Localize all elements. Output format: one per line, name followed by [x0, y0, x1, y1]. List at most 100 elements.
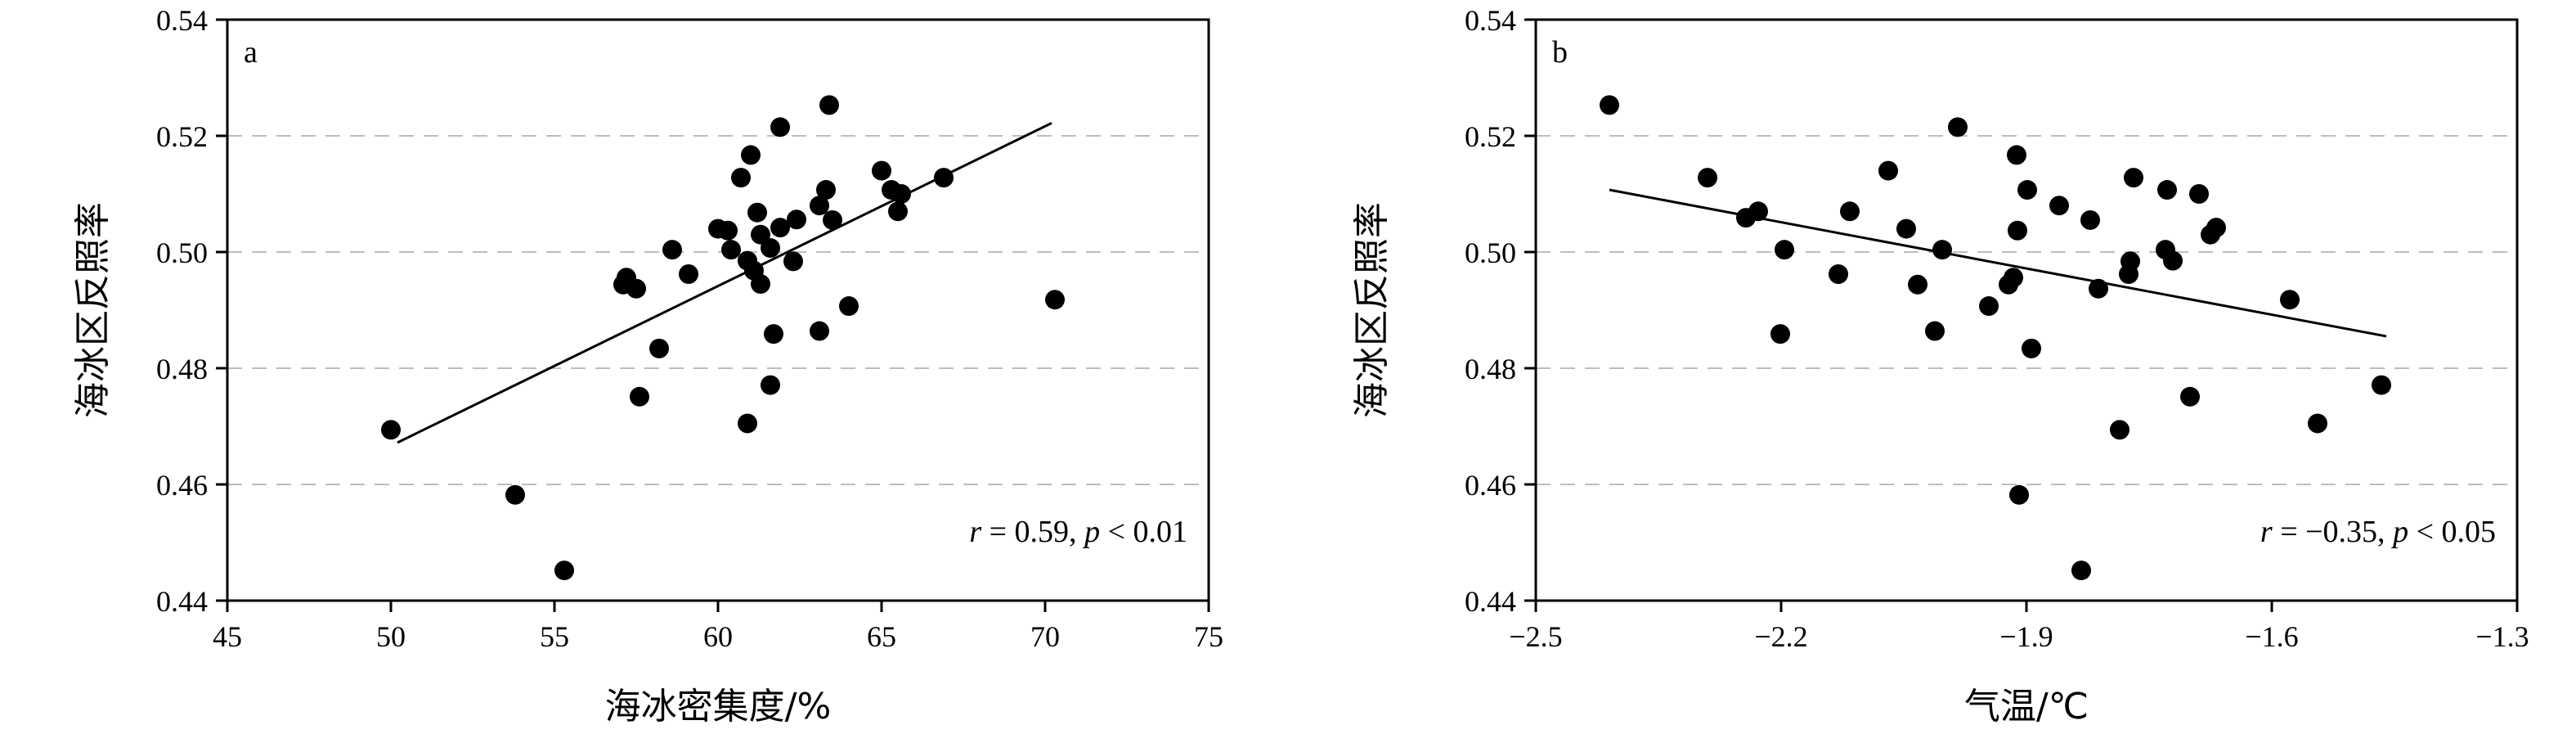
y-axis-label: 海冰区反照率: [72, 202, 114, 418]
data-point: [934, 168, 954, 188]
data-points: [1600, 95, 2391, 581]
data-point: [1829, 263, 1848, 284]
y-tick-label: 0.44: [156, 585, 208, 618]
x-ticks: [1534, 601, 2519, 612]
data-point: [2120, 251, 2140, 272]
data-point: [662, 240, 682, 260]
data-point: [1925, 321, 1945, 341]
data-point: [2163, 250, 2183, 271]
data-point: [2308, 413, 2327, 434]
data-point: [2022, 338, 2041, 358]
data-point: [1840, 201, 1860, 222]
x-tick-label: 45: [213, 620, 242, 653]
data-point: [747, 202, 767, 223]
x-axis-label: 气温/℃: [1964, 686, 2089, 727]
data-points: [381, 95, 1065, 581]
data-point: [2017, 180, 2037, 200]
y-tick-label: 0.48: [1465, 353, 1516, 385]
x-tick-label: 55: [540, 620, 569, 653]
data-point: [761, 375, 780, 395]
plot-frame: [226, 18, 1210, 602]
data-point: [764, 324, 783, 344]
data-point: [2280, 290, 2300, 310]
x-axis-label: 海冰密集度/%: [605, 686, 832, 727]
regression-line: [397, 122, 1052, 444]
data-point: [554, 561, 574, 581]
y-tick-label: 0.54: [1465, 4, 1516, 37]
data-point: [2110, 420, 2129, 440]
data-point: [1932, 240, 1952, 260]
data-point: [2124, 168, 2143, 188]
data-point: [741, 145, 761, 165]
data-point: [2180, 386, 2200, 407]
y-ticks: [1524, 18, 1536, 602]
data-point: [1878, 160, 1898, 181]
data-point: [761, 238, 780, 259]
panel-b-scatter-plot: 0.54 0.52 0.50 0.48 0.46 0.44 −2.5 −2.2 …: [1351, 4, 2529, 727]
x-tick-label: 65: [867, 620, 896, 653]
data-point: [770, 117, 790, 137]
y-tick-label: 0.44: [1465, 585, 1516, 618]
data-point: [381, 420, 401, 440]
data-point: [2071, 561, 2091, 581]
x-tick-labels: −2.5 −2.2 −1.9 −1.6 −1.3: [1509, 620, 2529, 653]
data-point: [2049, 196, 2069, 216]
y-tick-label: 0.50: [1465, 236, 1516, 269]
y-tick-label: 0.52: [156, 120, 208, 153]
data-point: [1908, 274, 1928, 295]
y-tick-label: 0.54: [156, 4, 208, 37]
data-point: [721, 240, 741, 260]
y-tick-labels: 0.54 0.52 0.50 0.48 0.46 0.44: [1465, 4, 1516, 618]
data-point: [1896, 218, 1916, 239]
data-point: [2206, 218, 2226, 238]
data-point: [783, 251, 803, 272]
x-tick-label: 70: [1030, 620, 1060, 653]
x-tick-label: −1.6: [2245, 620, 2298, 653]
y-tick-label: 0.52: [1465, 120, 1516, 153]
x-tick-label: 50: [376, 620, 406, 653]
data-point: [891, 184, 911, 204]
y-axis-label: 海冰区反照率: [1351, 202, 1393, 418]
data-point: [2008, 220, 2027, 241]
data-point: [2372, 375, 2391, 395]
data-point: [1600, 95, 1619, 115]
x-tick-label: 60: [703, 620, 733, 653]
data-point: [770, 218, 790, 238]
data-point: [2009, 484, 2029, 505]
x-tick-label: 75: [1194, 620, 1223, 653]
x-tick-label: −1.3: [2475, 620, 2529, 653]
data-point: [2189, 184, 2209, 204]
regression-line: [1609, 188, 2387, 338]
x-tick-labels: 45 50 55 60 65 70 75: [213, 620, 1223, 653]
y-tick-label: 0.46: [1465, 469, 1516, 502]
y-tick-label: 0.46: [156, 469, 208, 502]
data-point: [839, 296, 859, 317]
data-point: [626, 278, 646, 299]
panel-letter: a: [244, 35, 258, 70]
data-point: [649, 338, 669, 358]
panel-a-scatter-plot: 0.54 0.52 0.50 0.48 0.46 0.44 45 50 55 6…: [72, 4, 1223, 727]
data-point: [718, 220, 738, 241]
data-point: [731, 168, 751, 188]
correlation-annotation: r = 0.59, p < 0.01: [969, 515, 1187, 549]
data-point: [2007, 145, 2026, 165]
data-point: [505, 484, 525, 505]
y-tick-labels: 0.54 0.52 0.50 0.48 0.46 0.44: [156, 4, 208, 618]
y-tick-label: 0.50: [156, 236, 208, 269]
data-point: [2157, 180, 2177, 200]
x-tick-label: −2.5: [1509, 620, 1562, 653]
data-point: [1979, 296, 1999, 317]
data-point: [810, 196, 829, 216]
data-point: [1698, 168, 1717, 188]
plot-frame: [1534, 18, 2519, 602]
data-point: [787, 209, 806, 230]
x-tick-label: −1.9: [1999, 620, 2053, 653]
data-point: [738, 413, 757, 434]
y-ticks: [216, 18, 227, 602]
data-point: [679, 263, 698, 284]
data-point: [751, 274, 770, 295]
data-point: [816, 180, 836, 200]
x-ticks: [226, 601, 1210, 612]
data-point: [2080, 209, 2100, 230]
